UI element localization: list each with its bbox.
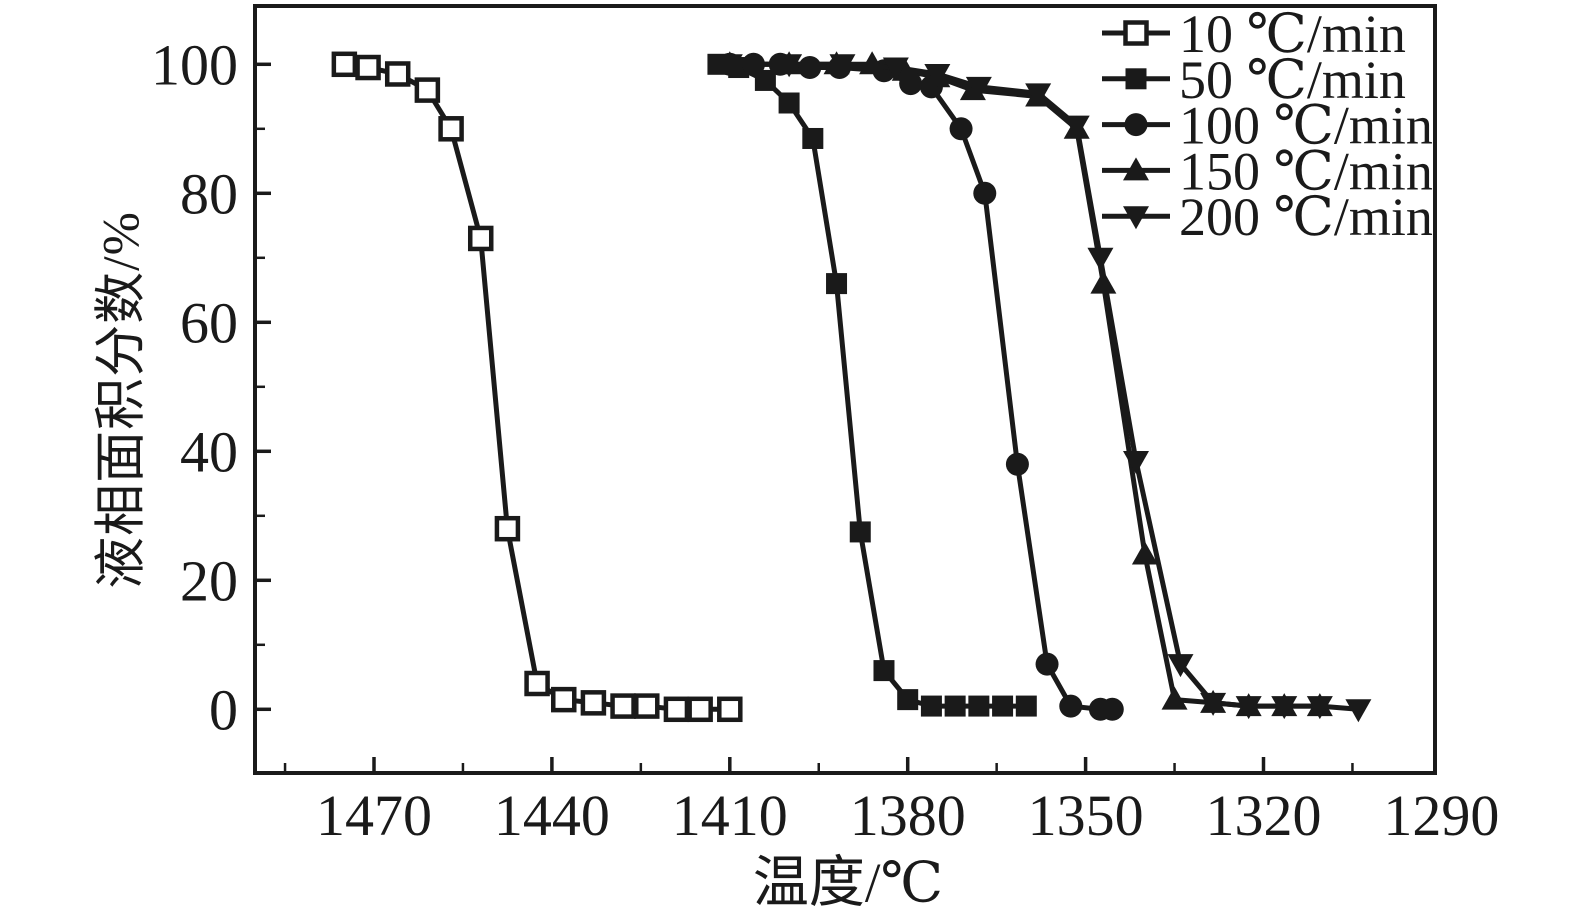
legend-item-10-cpm: 10 ℃/min [1102,4,1406,64]
triangle-up-marker [1161,686,1188,710]
triangle-down-marker [882,57,909,81]
open-square-marker [384,61,411,87]
triangle-up-marker [1131,541,1158,565]
x-axis-title: 温度/℃ [752,852,944,915]
triangle-down-marker [1087,247,1114,271]
legend-label: 100 ℃/min [1179,96,1433,156]
y-tick-label: 40 [180,419,238,484]
triangle-down-marker [1123,206,1149,230]
open-square-marker [524,670,550,697]
legend-item-50-cpm: 50 ℃/min [1102,50,1406,110]
filled-square-marker [1015,695,1037,717]
triangle-up-marker [1123,157,1149,181]
y-tick-label: 20 [180,548,238,613]
series-200-cpm [716,54,1372,723]
x-tick-label: 1380 [850,783,966,848]
open-square-marker [610,693,636,719]
legend-label: 10 ℃/min [1179,4,1406,64]
series-line [341,61,733,712]
x-tick-label: 1320 [1206,783,1322,848]
legend-label: 150 ℃/min [1179,141,1433,201]
triangle-down-marker [924,63,951,87]
y-tick-label: 60 [180,290,238,355]
filled-square-marker [778,92,800,114]
triangle-down-marker [1345,699,1372,723]
triangle-down-marker [716,54,743,78]
x-tick-label: 1350 [1028,783,1144,848]
open-square-marker [414,77,441,103]
series-10-cpm [331,51,743,723]
filled-square-marker [849,521,871,543]
triangle-down-marker [776,54,803,78]
filled-circle-marker [1124,113,1148,137]
series-line [727,61,1115,712]
triangle-down-marker [1306,696,1333,720]
triangle-down-marker [1200,692,1227,716]
filled-square-marker [754,69,776,91]
x-tick-label: 1470 [316,783,432,848]
triangle-down-marker [1025,83,1052,107]
triangle-down-marker [1167,654,1194,678]
filled-circle-marker [1005,452,1029,476]
filled-square-marker [920,695,942,717]
filled-square-marker [897,689,919,711]
legend-item-150-cpm: 150 ℃/min [1102,141,1433,201]
open-square-marker [687,696,713,723]
filled-circle-marker [1059,694,1083,718]
filled-square-marker [1125,68,1147,90]
y-axis: 0 20 40 60 80 100 [151,32,271,742]
triangle-down-marker [1271,696,1298,720]
filled-circle-marker [1100,697,1124,721]
y-tick-label: 80 [180,161,238,226]
triangle-down-marker [829,54,856,78]
series-50-cpm [707,53,1037,717]
triangle-down-marker [1235,696,1262,720]
legend-item-100-cpm: 100 ℃/min [1102,96,1433,156]
series-100-cpm [718,52,1124,721]
triangle-down-marker [1123,450,1150,474]
legend-label: 200 ℃/min [1179,187,1433,247]
filled-square-marker [992,695,1014,717]
open-square-marker [467,225,494,252]
open-square-marker [494,515,521,542]
filled-square-marker [873,660,895,682]
legend-label: 50 ℃/min [1179,50,1406,110]
open-square-marker [634,693,660,719]
filled-circle-marker [949,117,973,141]
triangle-down-marker [1063,115,1090,139]
open-square-marker [551,686,577,713]
y-tick-label: 100 [151,32,238,97]
y-tick-label: 0 [209,677,238,742]
open-square-marker [355,54,381,81]
plot-frame [253,4,1437,775]
x-tick-label: 1440 [494,783,610,848]
x-axis: 1470 1440 1410 1380 1350 1320 1290 [283,757,1499,848]
filled-circle-marker [1035,652,1059,676]
filled-square-marker [802,127,824,149]
filled-square-marker [944,695,966,717]
open-square-marker [331,51,358,78]
x-tick-label: 1290 [1383,783,1499,848]
open-square-marker [1123,20,1149,46]
open-square-marker [663,696,690,723]
filled-circle-marker [973,181,997,205]
filled-circle-marker [798,56,822,80]
legend-item-200-cpm: 200 ℃/min [1102,187,1433,247]
series-line [727,61,1361,712]
open-square-marker [717,696,743,723]
x-tick-label: 1410 [672,783,788,848]
y-axis-title: 液相面积分数/% [93,211,151,589]
filled-square-marker [826,273,848,295]
triangle-down-marker [965,76,992,100]
series-line [715,61,1029,709]
open-square-marker [438,116,464,142]
open-square-marker [580,690,607,716]
filled-square-marker [968,695,990,717]
